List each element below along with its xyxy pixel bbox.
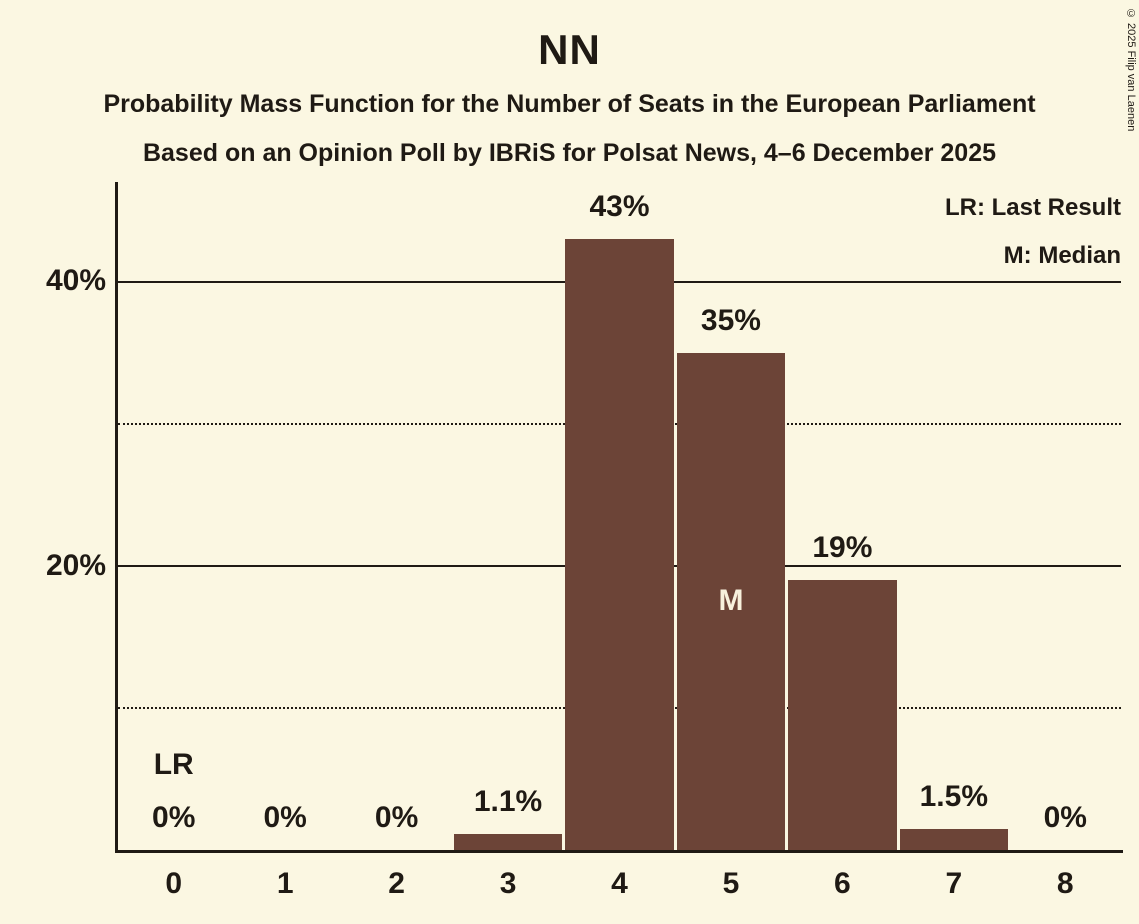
value-label-6: 19% xyxy=(812,530,873,564)
value-label-5: 35% xyxy=(700,303,761,337)
value-label-2: 0% xyxy=(374,801,419,834)
y-axis-line xyxy=(115,182,118,853)
legend-median: M: Median xyxy=(1003,242,1121,269)
value-label-1: 0% xyxy=(263,801,307,834)
x-tick-8: 8 xyxy=(1056,867,1074,900)
median-marker: M xyxy=(718,584,744,618)
x-tick-4: 4 xyxy=(611,867,628,900)
value-label-3: 1.1% xyxy=(473,785,543,819)
plot-area: 0% 0% 0% 1.1% 43% 35% 19% 1.5% 0% LR M xyxy=(118,182,1121,850)
chart-source-line: Based on an Opinion Poll by IBRiS for Po… xyxy=(142,139,997,167)
chart-title: NN xyxy=(538,26,601,73)
chart-legend: LR: Last Result M: Median xyxy=(945,184,1121,280)
y-tick-40pct: 40% xyxy=(45,264,106,298)
x-tick-1: 1 xyxy=(276,867,294,900)
last-result-marker: LR xyxy=(153,748,194,781)
y-tick-20pct: 20% xyxy=(45,548,106,582)
value-label-8: 0% xyxy=(1043,801,1087,834)
chart-subtitle: Probability Mass Function for the Number… xyxy=(103,90,1036,118)
x-tick-5: 5 xyxy=(722,867,740,900)
bar-seats-3 xyxy=(453,834,563,850)
value-label-7: 1.5% xyxy=(919,779,989,813)
x-tick-2: 2 xyxy=(388,867,405,900)
value-label-0: 0% xyxy=(152,801,196,834)
x-tick-6: 6 xyxy=(834,867,851,900)
bar-seats-6 xyxy=(788,579,897,850)
x-axis-line xyxy=(115,850,1123,853)
value-label-4: 43% xyxy=(589,189,650,223)
x-tick-0: 0 xyxy=(165,867,183,900)
copyright-note: © 2025 Filip van Laenen xyxy=(1125,8,1137,132)
bar-seats-7 xyxy=(899,828,1009,850)
x-tick-7: 7 xyxy=(945,867,963,900)
legend-last-result: LR: Last Result xyxy=(944,194,1121,221)
bar-seats-4 xyxy=(565,238,674,850)
x-tick-3: 3 xyxy=(499,867,517,900)
bar-seats-5 xyxy=(676,352,786,850)
